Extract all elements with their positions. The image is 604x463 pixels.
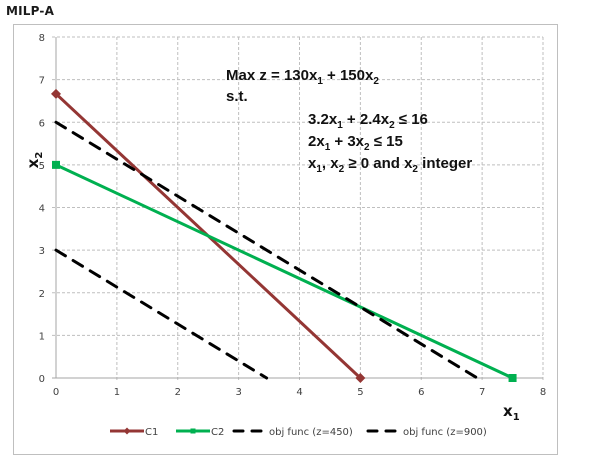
legend: C1 C2 obj func (z=450) obj func (z=900): [110, 427, 487, 438]
y-tick-label: 2: [39, 289, 45, 300]
series-line: [54, 248, 269, 380]
square-marker-icon: [52, 160, 60, 169]
legend-item-obj-func-z-450: obj func (z=450): [232, 427, 353, 438]
st-text: s.t.: [226, 88, 248, 105]
diamond-marker-icon: [355, 373, 366, 383]
page-title: MILP-A: [6, 4, 55, 18]
series-c2: [52, 160, 517, 382]
legend-item-c2: C2: [176, 427, 224, 438]
x-tick-label: 3: [235, 387, 241, 398]
series-line: [54, 120, 479, 380]
series-obj-func-z-900: [54, 120, 479, 380]
data-series: [51, 88, 517, 383]
x-tick-label: 6: [418, 387, 424, 398]
constraint-2: 2x1 + 3x2 ≤ 15: [308, 133, 403, 153]
legend-label: obj func (z=900): [403, 427, 487, 438]
x-tick-label: 5: [357, 387, 363, 398]
x-tick-label: 8: [540, 387, 546, 398]
x-tick-label: 7: [479, 387, 485, 398]
x-tick-label: 2: [175, 387, 181, 398]
legend-label: C2: [211, 427, 224, 438]
square-marker-icon: [508, 374, 517, 382]
series-obj-func-z-450: [54, 248, 269, 380]
x-axis-title: x1: [503, 402, 520, 423]
chart-frame: [13, 24, 558, 455]
y-tick-label: 6: [39, 118, 45, 129]
diamond-marker-icon: [123, 427, 131, 435]
constraint-1: 3.2x1 + 2.4x2 ≤ 16: [308, 111, 428, 131]
square-marker-icon: [190, 428, 196, 434]
objective-text: Max z = 130x1 + 150x2: [226, 67, 379, 87]
constraint-3: x1, x2 ≥ 0 and x2 integer: [308, 155, 472, 175]
y-tick-label: 0: [39, 374, 45, 385]
legend-item-c1: C1: [110, 427, 158, 438]
legend-label: C1: [145, 427, 158, 438]
y-tick-label: 1: [39, 331, 45, 342]
y-tick-label: 8: [39, 33, 45, 44]
x-tick-label: 4: [296, 387, 302, 398]
legend-label: obj func (z=450): [269, 427, 353, 438]
tick-labels: 0 1 2 3 4 5 6 7 8 0 1 2 3 4 5 6 7 8: [39, 33, 547, 398]
y-tick-label: 4: [39, 204, 45, 215]
y-tick-label: 3: [39, 246, 45, 257]
y-axis-title: x2: [24, 152, 45, 169]
x-tick-label: 0: [53, 387, 59, 398]
y-tick-label: 7: [39, 76, 45, 87]
grid-lines: [52, 36, 544, 382]
series-line: [55, 163, 514, 380]
y-tick-label: 5: [39, 161, 45, 172]
x-tick-label: 1: [114, 387, 120, 398]
model-annotation: Max z = 130x1 + 150x2 s.t. 3.2x1 + 2.4x2…: [226, 67, 472, 175]
diamond-marker-icon: [51, 88, 61, 99]
legend-item-obj-func-z-900: obj func (z=900): [366, 427, 487, 438]
